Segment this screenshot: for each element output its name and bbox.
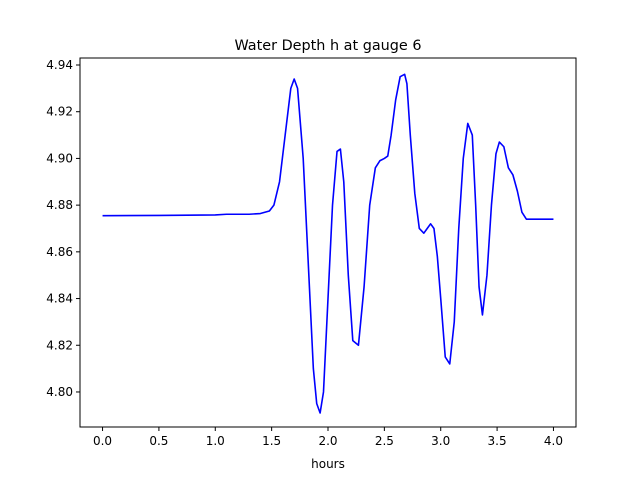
y-axis-ticks: 4.80 4.82 4.84 4.86 4.88 4.90 4.92 4.94 xyxy=(46,58,80,399)
y-tick-label: 4.86 xyxy=(46,245,73,259)
y-tick-label: 4.94 xyxy=(46,58,73,72)
x-tick-label: 0.0 xyxy=(93,434,112,448)
x-tick-label: 1.0 xyxy=(206,434,225,448)
y-tick-label: 4.90 xyxy=(46,151,73,165)
x-tick-label: 3.0 xyxy=(431,434,450,448)
x-tick-label: 1.5 xyxy=(262,434,281,448)
x-axis-ticks: 0.0 0.5 1.0 1.5 2.0 2.5 3.0 3.5 4.0 xyxy=(93,427,563,448)
x-tick-label: 3.5 xyxy=(488,434,507,448)
y-tick-label: 4.82 xyxy=(46,338,73,352)
x-tick-label: 2.0 xyxy=(318,434,337,448)
x-tick-label: 0.5 xyxy=(149,434,168,448)
y-tick-label: 4.84 xyxy=(46,292,73,306)
x-tick-label: 2.5 xyxy=(375,434,394,448)
chart-title: Water Depth h at gauge 6 xyxy=(234,38,421,54)
y-tick-label: 4.92 xyxy=(46,105,73,119)
series-line-water-depth xyxy=(102,73,554,414)
x-tick-label: 4.0 xyxy=(544,434,563,448)
y-tick-label: 4.80 xyxy=(46,385,73,399)
y-tick-label: 4.88 xyxy=(46,198,73,212)
x-axis-label: hours xyxy=(311,457,345,471)
